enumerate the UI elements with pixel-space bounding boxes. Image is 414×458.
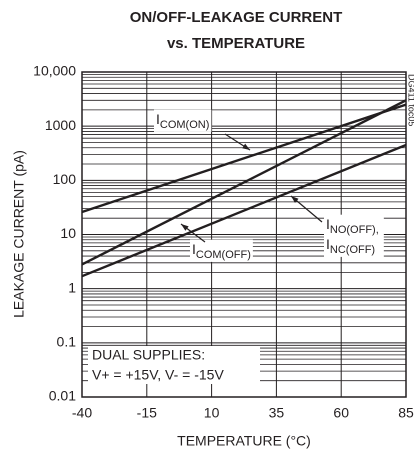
x-tick-label: -40 (72, 405, 92, 421)
y-tick-label: 1000 (45, 117, 76, 133)
chart-title: ON/OFF-LEAKAGE CURRENT (130, 9, 343, 26)
y-tick-label: 10,000 (33, 63, 76, 79)
x-tick-label: 60 (333, 405, 349, 421)
x-tick-label: 85 (398, 405, 414, 421)
arrow-head (181, 224, 189, 231)
x-tick-label: -15 (137, 405, 157, 421)
x-axis-title: TEMPERATURE (°C) (177, 433, 311, 449)
annotation-box (88, 346, 260, 384)
arrow-head (242, 143, 250, 150)
series-label: ICOM(ON) (156, 111, 209, 131)
annotation: V+ = +15V, V- = -15V (92, 367, 224, 383)
y-tick-label: 100 (53, 171, 77, 187)
x-tick-label: 35 (269, 405, 285, 421)
y-axis-title: LEAKAGE CURRENT (pA) (11, 150, 27, 318)
data-line (81, 143, 407, 278)
plot-frame (81, 71, 407, 398)
annotation: DG411 toc05 (407, 74, 414, 126)
chart-title: vs. TEMPERATURE (167, 35, 305, 52)
data-line (81, 99, 407, 266)
label-bg (324, 214, 384, 257)
y-tick-label: 0.01 (49, 388, 76, 404)
series-label: ICOM(OFF) (192, 241, 251, 261)
arrow-head (291, 196, 299, 203)
y-tick-label: 1 (68, 279, 76, 295)
data-line (81, 103, 407, 214)
annotation: DUAL SUPPLIES: (92, 347, 205, 363)
label-bg (190, 239, 253, 262)
y-tick-label: 0.1 (57, 334, 77, 350)
series-label: INO(OFF), INC(OFF) (326, 216, 382, 256)
x-tick-label: 10 (204, 405, 220, 421)
y-tick-label: 10 (60, 225, 76, 241)
label-bg (154, 109, 212, 132)
